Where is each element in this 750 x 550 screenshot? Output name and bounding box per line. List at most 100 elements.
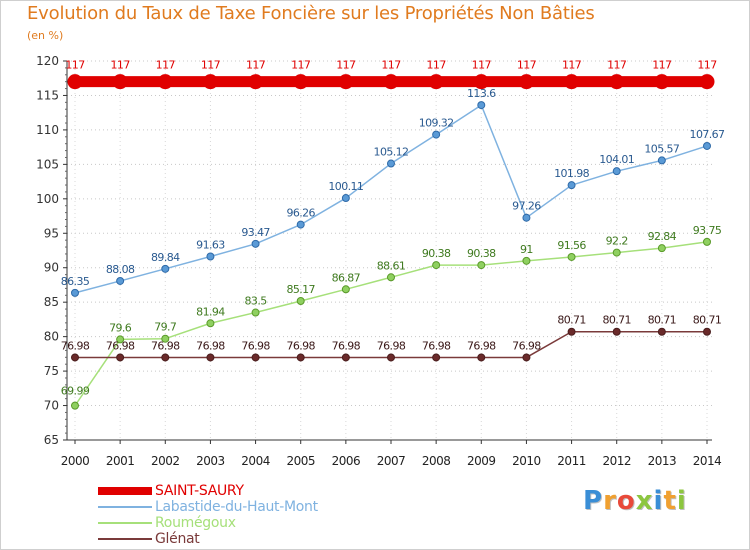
data-label: 117 bbox=[201, 59, 221, 72]
series-point bbox=[657, 244, 666, 253]
y-tick-label: 65 bbox=[44, 433, 59, 447]
data-label: 117 bbox=[291, 59, 311, 72]
series-point bbox=[477, 101, 486, 110]
logo-letter: r bbox=[603, 486, 617, 516]
series-point bbox=[112, 74, 128, 90]
series-point bbox=[564, 74, 580, 90]
proxiti-logo: Proxiti bbox=[583, 486, 687, 516]
data-label: 83.5 bbox=[245, 295, 268, 308]
series-point bbox=[338, 74, 354, 90]
data-label: 76.98 bbox=[106, 339, 135, 352]
data-label: 117 bbox=[517, 59, 537, 72]
data-label: 86.35 bbox=[61, 275, 90, 288]
y-tick-label: 105 bbox=[36, 157, 59, 171]
series-point bbox=[71, 401, 79, 410]
data-label: 117 bbox=[607, 59, 627, 72]
chart-title: Evolution du Taux de Taxe Foncière sur l… bbox=[27, 3, 595, 24]
series-point bbox=[612, 248, 621, 257]
y-tick-label: 80 bbox=[44, 330, 59, 344]
y-tick-label: 120 bbox=[36, 54, 59, 68]
series-point bbox=[657, 156, 666, 165]
series-point bbox=[251, 353, 260, 362]
x-tick-label: 2001 bbox=[106, 454, 135, 468]
x-tick-label: 2002 bbox=[151, 454, 180, 468]
x-tick-label: 2009 bbox=[467, 454, 496, 468]
x-tick-label: 2004 bbox=[241, 454, 270, 468]
series-point bbox=[699, 74, 715, 90]
series-point bbox=[522, 353, 531, 362]
series-point bbox=[71, 288, 79, 297]
legend-swatch bbox=[98, 522, 152, 524]
series-point bbox=[567, 252, 576, 261]
series-point bbox=[116, 353, 125, 362]
series-point bbox=[71, 353, 79, 362]
legend-label: Glénat bbox=[155, 531, 200, 547]
data-label: 117 bbox=[156, 59, 176, 72]
series-point bbox=[654, 74, 670, 90]
data-label: 80.71 bbox=[557, 314, 586, 327]
series-point bbox=[293, 74, 309, 90]
x-tick-label: 2013 bbox=[648, 454, 677, 468]
data-label: 117 bbox=[111, 59, 131, 72]
series-point bbox=[251, 308, 260, 317]
series-point bbox=[703, 141, 711, 150]
y-tick-label: 85 bbox=[44, 295, 59, 309]
data-label: 80.71 bbox=[602, 314, 631, 327]
data-label: 104.01 bbox=[599, 153, 634, 166]
series-point bbox=[161, 264, 170, 273]
data-label: 79.7 bbox=[154, 321, 177, 334]
data-label: 76.98 bbox=[512, 339, 541, 352]
x-tick-label: 2007 bbox=[377, 454, 406, 468]
data-label: 85.17 bbox=[286, 283, 315, 296]
y-tick-label: 95 bbox=[44, 226, 59, 240]
series-point bbox=[473, 74, 489, 90]
data-label: 76.98 bbox=[286, 339, 315, 352]
series-point bbox=[612, 327, 621, 336]
series-point bbox=[296, 353, 305, 362]
data-label: 93.47 bbox=[241, 226, 270, 239]
series-point bbox=[432, 353, 441, 362]
data-label: 76.98 bbox=[467, 339, 496, 352]
data-label: 117 bbox=[246, 59, 266, 72]
data-label: 90.38 bbox=[467, 247, 496, 260]
series-point bbox=[296, 220, 305, 229]
x-tick-label: 2008 bbox=[422, 454, 451, 468]
data-label: 76.98 bbox=[422, 339, 451, 352]
data-label: 105.57 bbox=[644, 142, 679, 155]
x-tick-label: 2014 bbox=[693, 454, 722, 468]
series-point bbox=[518, 74, 534, 90]
logo-letter: o bbox=[616, 486, 636, 516]
x-tick-label: 2000 bbox=[61, 454, 90, 468]
data-label: 91.63 bbox=[196, 238, 225, 251]
x-tick-label: 2012 bbox=[602, 454, 631, 468]
data-label: 76.98 bbox=[241, 339, 270, 352]
x-tick-label: 2006 bbox=[332, 454, 361, 468]
logo-letter: t bbox=[663, 486, 677, 516]
x-tick-label: 2003 bbox=[196, 454, 225, 468]
logo-letter: P bbox=[583, 486, 604, 516]
data-label: 92.2 bbox=[606, 235, 628, 248]
series-point bbox=[703, 327, 711, 336]
series-point bbox=[609, 74, 625, 90]
series-point bbox=[612, 167, 621, 176]
data-label: 76.98 bbox=[196, 339, 225, 352]
data-label: 117 bbox=[336, 59, 356, 72]
series-point bbox=[387, 159, 395, 168]
series-point bbox=[387, 353, 395, 362]
data-label: 79.6 bbox=[109, 321, 132, 334]
data-label: 117 bbox=[65, 59, 85, 72]
data-label: 107.67 bbox=[690, 128, 725, 141]
logo-letter: x bbox=[635, 486, 654, 516]
series-point bbox=[432, 130, 441, 139]
series-point bbox=[116, 276, 125, 285]
data-label: 76.98 bbox=[332, 339, 361, 352]
x-tick-label: 2010 bbox=[512, 454, 541, 468]
series-point bbox=[522, 213, 531, 222]
data-label: 100.11 bbox=[328, 180, 363, 193]
data-label: 90.38 bbox=[422, 247, 451, 260]
data-label: 69.99 bbox=[61, 385, 90, 398]
series-point bbox=[341, 194, 350, 203]
series-point bbox=[157, 74, 173, 90]
